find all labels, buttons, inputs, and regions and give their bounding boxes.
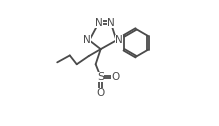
Text: N: N xyxy=(107,18,115,28)
Text: S: S xyxy=(97,72,104,82)
Text: O: O xyxy=(97,88,105,98)
Text: O: O xyxy=(111,72,120,82)
Text: N: N xyxy=(95,18,103,28)
Text: N: N xyxy=(115,35,123,45)
Text: N: N xyxy=(83,35,91,45)
